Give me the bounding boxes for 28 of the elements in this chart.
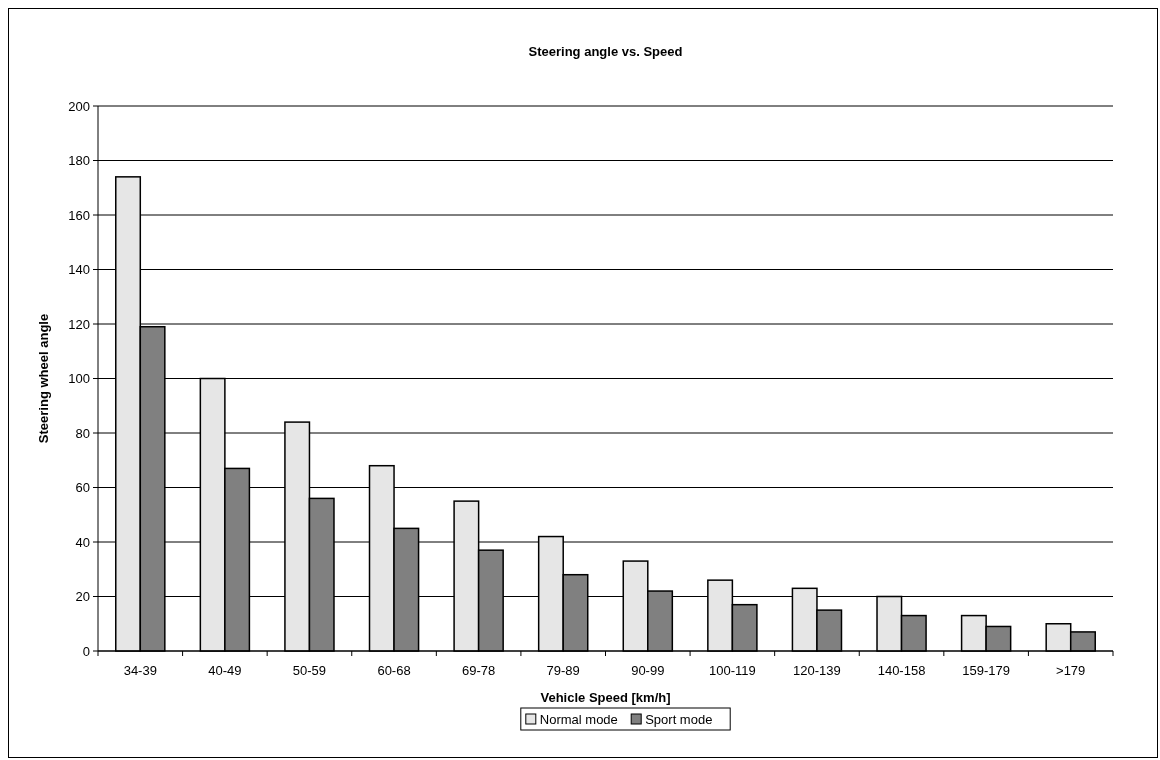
y-tick-label: 160 — [68, 207, 90, 223]
y-tick-label: 80 — [75, 425, 90, 441]
y-tick-label: 20 — [75, 589, 90, 605]
x-tick-label: 34-39 — [123, 663, 157, 678]
x-tick-label: >179 — [1056, 663, 1086, 678]
y-tick-label: 120 — [68, 316, 90, 332]
x-tick-label: 159-179 — [962, 663, 1010, 678]
x-axis-title: Vehicle Speed [km/h] — [540, 690, 671, 705]
y-axis-title: Steering wheel angle — [36, 313, 51, 444]
y-tick-label: 180 — [68, 153, 90, 169]
legend-label: Sport mode — [645, 711, 713, 727]
y-tick-label: 40 — [75, 534, 90, 550]
x-tick-label: 120-139 — [793, 663, 841, 678]
y-tick-label: 200 — [68, 98, 90, 114]
x-tick-label: 40-49 — [208, 663, 242, 678]
x-tick-label: 69-78 — [462, 663, 496, 678]
y-tick-label: 140 — [68, 262, 90, 278]
x-tick-label: 60-68 — [377, 663, 411, 678]
chart-title: Steering angle vs. Speed — [528, 44, 683, 59]
legend-label: Normal mode — [539, 711, 618, 727]
x-tick-label: 50-59 — [292, 663, 327, 678]
x-tick-label: 100-119 — [709, 663, 756, 678]
y-tick-label: 60 — [75, 480, 90, 496]
x-tick-label: 140-158 — [877, 663, 926, 678]
x-tick-label: 90-99 — [631, 663, 665, 678]
y-tick-label: 100 — [68, 371, 90, 387]
y-tick-label: 0 — [82, 643, 90, 659]
x-tick-label: 79-89 — [546, 663, 580, 678]
